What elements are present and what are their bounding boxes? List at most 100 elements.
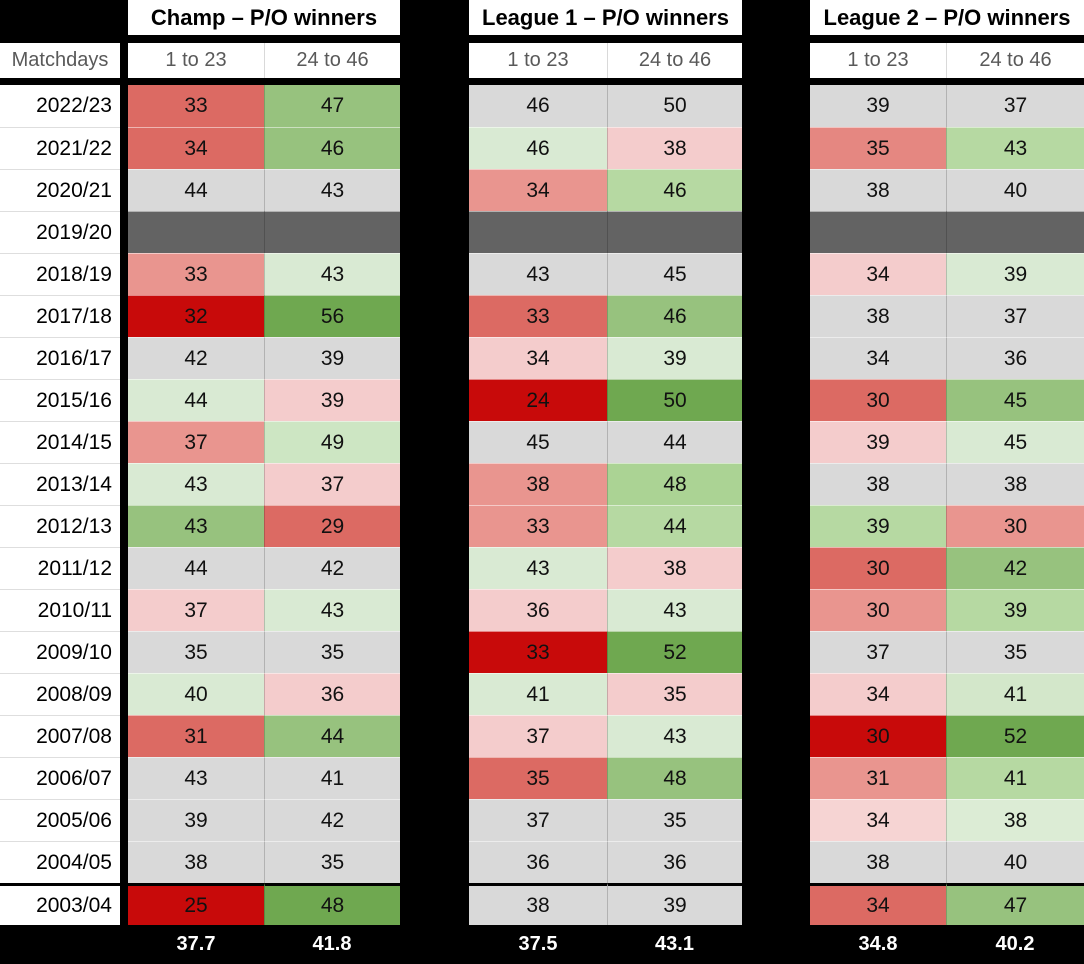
data-cell: 48 — [264, 883, 400, 925]
season-label: 2004/05 — [0, 841, 120, 883]
data-cell: 37 — [128, 421, 264, 463]
season-label: 2010/11 — [0, 589, 120, 631]
table-title-champ: Champ – P/O winners — [128, 0, 400, 35]
season-label: 2008/09 — [0, 673, 120, 715]
data-cell: 47 — [264, 85, 400, 127]
data-cell: 36 — [469, 841, 607, 883]
data-cell: 43 — [469, 547, 607, 589]
data-cell: 34 — [810, 799, 946, 841]
data-cell: 52 — [607, 631, 742, 673]
data-cell: 39 — [128, 799, 264, 841]
data-cell: 43 — [128, 757, 264, 799]
data-cell: 38 — [469, 463, 607, 505]
data-cell: 45 — [469, 421, 607, 463]
data-cell: 43 — [128, 463, 264, 505]
data-cell: 37 — [946, 85, 1084, 127]
data-cell: 39 — [946, 589, 1084, 631]
season-label: 2021/22 — [0, 127, 120, 169]
data-cell: 38 — [810, 463, 946, 505]
column-header-champ-1: 1 to 23 — [128, 43, 264, 78]
season-label: 2005/06 — [0, 799, 120, 841]
data-cell: 46 — [264, 127, 400, 169]
data-cell: 42 — [264, 799, 400, 841]
average-league2-1: 34.8 — [858, 933, 898, 955]
data-cell: 39 — [810, 421, 946, 463]
data-cell: 36 — [946, 337, 1084, 379]
data-cell: 46 — [469, 85, 607, 127]
column-header-league1-1: 1 to 23 — [469, 43, 607, 78]
data-cell: 39 — [946, 253, 1084, 295]
season-label: 2007/08 — [0, 715, 120, 757]
data-cell: 33 — [128, 253, 264, 295]
data-cell: 45 — [946, 421, 1084, 463]
data-cell: 37 — [946, 295, 1084, 337]
data-cell: 35 — [264, 841, 400, 883]
data-cell: 38 — [469, 883, 607, 925]
average-champ-1: 37.7 — [176, 933, 216, 955]
data-cell: 39 — [607, 337, 742, 379]
data-cell: 37 — [469, 799, 607, 841]
data-cell: 38 — [946, 463, 1084, 505]
data-cell — [469, 211, 607, 253]
data-cell: 33 — [469, 295, 607, 337]
average-champ-2: 41.8 — [312, 933, 352, 955]
data-cell: 30 — [810, 589, 946, 631]
data-cell: 34 — [810, 253, 946, 295]
data-cell: 35 — [810, 127, 946, 169]
data-cell: 34 — [810, 673, 946, 715]
season-label: 2011/12 — [0, 547, 120, 589]
season-label: 2022/23 — [0, 85, 120, 127]
data-cell: 44 — [607, 505, 742, 547]
data-cell: 30 — [810, 715, 946, 757]
data-cell: 52 — [946, 715, 1084, 757]
data-cell: 50 — [607, 85, 742, 127]
data-cell: 37 — [810, 631, 946, 673]
data-cell: 44 — [607, 421, 742, 463]
column-header-champ-2: 24 to 46 — [264, 43, 400, 78]
season-label: 2016/17 — [0, 337, 120, 379]
data-cell: 36 — [264, 673, 400, 715]
data-cell: 50 — [607, 379, 742, 421]
data-cell — [128, 211, 264, 253]
data-cell: 40 — [946, 841, 1084, 883]
data-cell — [946, 211, 1084, 253]
matchdays-label: Matchdays — [0, 43, 120, 78]
season-label: 2017/18 — [0, 295, 120, 337]
data-cell: 39 — [264, 337, 400, 379]
data-cell: 36 — [607, 841, 742, 883]
data-cell: 38 — [810, 169, 946, 211]
data-cell: 34 — [128, 127, 264, 169]
column-header-league1-2: 24 to 46 — [607, 43, 742, 78]
data-cell: 43 — [128, 505, 264, 547]
data-cell: 43 — [264, 589, 400, 631]
data-cell: 42 — [264, 547, 400, 589]
average-league2-2: 40.2 — [995, 933, 1035, 955]
average-league1-1: 37.5 — [518, 933, 558, 955]
season-label: 2012/13 — [0, 505, 120, 547]
data-cell: 43 — [946, 127, 1084, 169]
data-cell: 40 — [128, 673, 264, 715]
data-cell: 31 — [128, 715, 264, 757]
data-cell: 39 — [264, 379, 400, 421]
data-cell: 39 — [810, 85, 946, 127]
season-label: 2014/15 — [0, 421, 120, 463]
data-cell: 35 — [607, 799, 742, 841]
data-cell: 33 — [469, 505, 607, 547]
season-label: 2013/14 — [0, 463, 120, 505]
table-title-league2: League 2 – P/O winners — [810, 0, 1084, 35]
data-cell: 35 — [128, 631, 264, 673]
data-cell: 39 — [810, 505, 946, 547]
data-cell: 49 — [264, 421, 400, 463]
data-cell: 38 — [607, 127, 742, 169]
season-label: 2018/19 — [0, 253, 120, 295]
data-cell: 43 — [607, 715, 742, 757]
data-cell: 34 — [469, 169, 607, 211]
data-cell: 41 — [469, 673, 607, 715]
data-cell: 41 — [946, 757, 1084, 799]
column-header-league2-1: 1 to 23 — [810, 43, 946, 78]
data-cell: 48 — [607, 463, 742, 505]
data-cell: 30 — [810, 379, 946, 421]
data-cell: 35 — [607, 673, 742, 715]
data-cell: 37 — [128, 589, 264, 631]
data-cell: 25 — [128, 883, 264, 925]
